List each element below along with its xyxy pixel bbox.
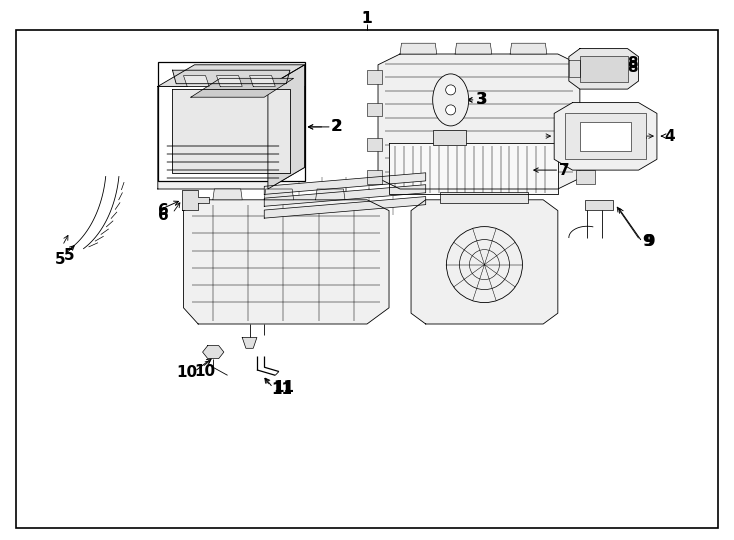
Polygon shape [182,190,209,210]
Bar [580,122,631,151]
Polygon shape [191,78,294,97]
Polygon shape [213,189,242,200]
Text: 2: 2 [330,119,341,134]
Polygon shape [172,70,290,84]
Text: 3: 3 [477,92,487,107]
Text: 6: 6 [158,203,169,218]
Text: 7: 7 [559,163,570,178]
Polygon shape [264,185,426,206]
Bar [565,113,646,159]
Bar [158,62,305,181]
Circle shape [446,105,456,115]
Bar [576,170,595,184]
Bar [367,138,382,151]
Bar [367,103,382,116]
Bar [367,70,382,84]
Bar [580,56,628,82]
Text: 2: 2 [332,119,343,134]
Polygon shape [411,200,558,324]
Bar [576,108,595,122]
Polygon shape [268,65,305,189]
Polygon shape [158,86,305,189]
Text: 4: 4 [636,129,647,144]
Polygon shape [316,189,345,200]
Text: 6: 6 [158,208,169,224]
Bar [576,70,595,84]
Text: 8: 8 [628,56,638,71]
Polygon shape [158,65,305,86]
Text: 10: 10 [195,364,216,379]
Text: 11: 11 [272,382,293,397]
Bar [440,192,528,202]
Circle shape [446,85,456,95]
Polygon shape [569,60,580,77]
Text: 5: 5 [55,252,65,267]
Text: 5: 5 [64,248,74,263]
Ellipse shape [432,74,469,126]
Polygon shape [172,89,290,173]
Polygon shape [203,346,224,359]
Polygon shape [217,76,242,86]
Polygon shape [400,43,437,54]
Polygon shape [389,143,558,194]
Text: 3: 3 [476,92,486,107]
Polygon shape [264,189,294,200]
Text: 9: 9 [642,234,653,249]
Bar [433,130,466,145]
Text: 10: 10 [177,365,197,380]
Polygon shape [554,103,657,170]
Polygon shape [250,76,275,86]
Polygon shape [184,76,209,86]
Bar [585,200,613,210]
Text: 1: 1 [362,11,372,26]
Polygon shape [184,200,389,324]
Polygon shape [569,49,639,89]
Text: 1: 1 [362,11,372,26]
Polygon shape [378,54,580,189]
Polygon shape [455,43,492,54]
Polygon shape [264,173,426,194]
Polygon shape [264,197,426,218]
Text: 9: 9 [644,234,655,249]
Bar [576,146,595,159]
Text: 4: 4 [619,129,629,144]
Text: 11: 11 [273,380,294,395]
Bar [367,170,382,184]
Text: 8: 8 [628,60,638,75]
Polygon shape [242,338,257,348]
Polygon shape [510,43,547,54]
Text: 4: 4 [664,129,675,144]
